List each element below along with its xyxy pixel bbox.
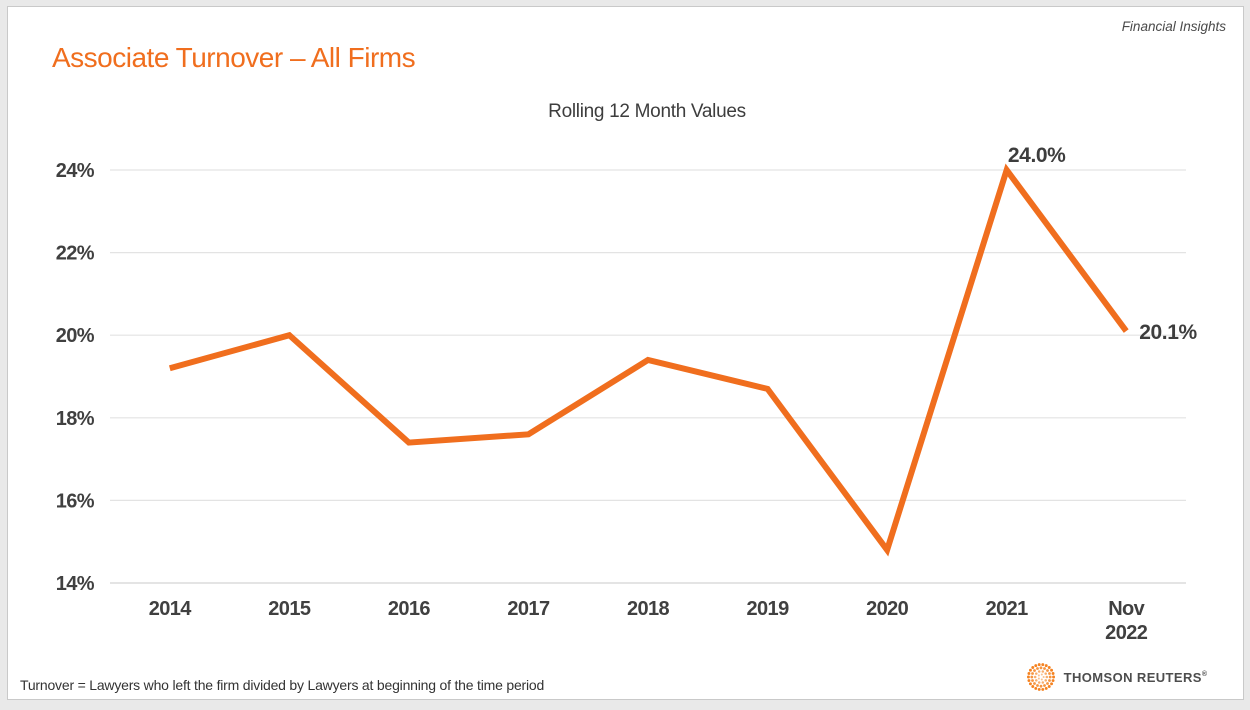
data-label: 20.1% xyxy=(1139,321,1197,344)
y-tick-label: 22% xyxy=(56,243,95,265)
slide-card xyxy=(7,6,1244,700)
y-tick-label: 24% xyxy=(56,160,95,182)
thomson-reuters-wordmark: THOMSON REUTERS® xyxy=(1063,669,1207,685)
chart-title: Rolling 12 Month Values xyxy=(548,101,746,122)
y-tick-label: 14% xyxy=(56,573,95,595)
data-label: 24.0% xyxy=(1008,144,1066,167)
x-tick-label: 2015 xyxy=(268,598,311,620)
registered-mark: ® xyxy=(1201,670,1207,678)
turnover-series-line xyxy=(168,163,1129,557)
x-tick-label: 2019 xyxy=(747,598,790,620)
y-tick-label: 18% xyxy=(56,408,95,430)
y-tick-label: 20% xyxy=(56,325,95,347)
brand-tag: Financial Insights xyxy=(1121,19,1226,34)
footnote: Turnover = Lawyers who left the firm div… xyxy=(20,677,545,693)
x-tick-label: 2016 xyxy=(388,598,431,620)
x-tick-label: 2017 xyxy=(507,598,550,620)
y-tick-label: 16% xyxy=(56,490,95,512)
x-tick-label: 2021 xyxy=(986,598,1029,620)
thomson-reuters-kinesis-icon xyxy=(1026,663,1055,691)
x-tick-label: 2020 xyxy=(866,598,909,620)
thomson-reuters-logo: THOMSON REUTERS® xyxy=(1026,661,1207,693)
x-tick-label: Nov 2022 xyxy=(1105,598,1148,644)
page-title: Associate Turnover – All Firms xyxy=(52,42,416,73)
x-tick-label: 2018 xyxy=(627,598,670,620)
x-tick-label: 2014 xyxy=(149,598,193,620)
